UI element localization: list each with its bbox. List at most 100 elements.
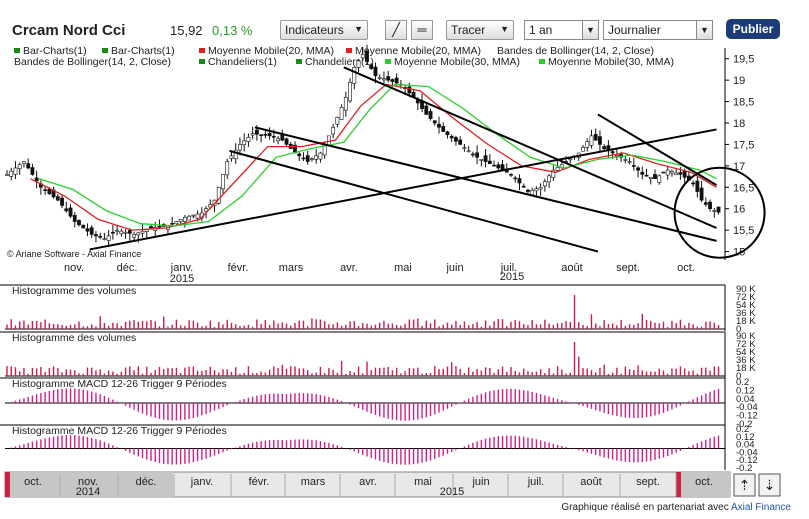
footer-credit-link[interactable]: Axial Finance (730, 502, 791, 513)
candle-body (102, 238, 107, 241)
candle-body (424, 105, 429, 115)
candle-body (623, 159, 628, 161)
candle-body (174, 221, 179, 225)
candle-body (263, 134, 268, 136)
candle-body (631, 165, 636, 167)
panel-y-tick: 90 K (736, 331, 756, 342)
x-month-label: nov. (64, 262, 84, 274)
candle-body (653, 174, 657, 180)
candle-body (691, 182, 696, 185)
nav-month-label: sept. (636, 476, 660, 488)
candle-body (538, 186, 543, 190)
x-year-label: 2015 (500, 271, 524, 283)
x-month-label: janv. (170, 262, 193, 274)
candle-body (305, 155, 310, 162)
candle-body (462, 147, 467, 149)
candle-body (271, 135, 276, 138)
navigator-handle-left (5, 472, 10, 497)
candle-body (699, 187, 704, 201)
nav-month-label: avr. (359, 476, 377, 488)
candle-body (26, 163, 31, 169)
draw-dropdown[interactable]: Tracer ▼ (446, 20, 514, 40)
draw-horizontal-icon[interactable]: ═ (411, 20, 433, 40)
y-tick-label: 18,5 (733, 97, 754, 109)
y-tick-label: 18 (733, 118, 745, 130)
y-tick-label: 19,5 (733, 54, 754, 66)
y-tick-label: 15,5 (733, 225, 754, 237)
candle-body (182, 216, 187, 222)
candle-body (640, 171, 645, 175)
copyright: © Ariane Software - Axial Finance (7, 249, 141, 259)
candle-body (555, 166, 560, 171)
candle-body (17, 164, 22, 169)
scroll-up-button[interactable] (733, 473, 756, 497)
stock-change: 0,13 % (212, 23, 253, 38)
nav-month-label: janv. (190, 476, 213, 488)
legend-item: Bar-Charts(1) (111, 45, 175, 57)
navigator-range-after (676, 472, 730, 497)
nav-month-label: juil. (527, 476, 545, 488)
candle-body (568, 158, 573, 161)
candle-body (551, 169, 556, 179)
panel-y-tick: 0.2 (736, 424, 749, 435)
candle-body (598, 136, 602, 145)
candle-body (221, 174, 225, 190)
candle-body (301, 157, 306, 160)
candle-body (437, 123, 441, 128)
toolbar: Crcam Nord Cci 15,92 0,13 % Indicateurs … (0, 18, 809, 44)
legend-item: Bandes de Bollinger(14, 2, Close) (497, 45, 654, 57)
period-value: 1 an (529, 23, 553, 37)
candle-body (242, 140, 247, 146)
ma20-line (30, 83, 717, 231)
panel-y-tick: -0.12 (736, 455, 758, 466)
candle-body (449, 135, 454, 139)
candle-body (703, 202, 708, 205)
publish-button[interactable]: Publier (726, 19, 780, 39)
candle-body (496, 164, 501, 169)
candle-body (149, 226, 153, 229)
candle-body (382, 78, 386, 81)
candle-body (648, 176, 653, 179)
stock-price: 15,92 (170, 23, 203, 38)
scroll-down-button[interactable] (758, 473, 781, 497)
candle-body (246, 136, 251, 142)
period-select[interactable]: 1 an ▼ (524, 20, 599, 40)
trendline (229, 149, 599, 253)
candle-body (233, 149, 238, 160)
candle-body (110, 231, 115, 234)
panel-y-tick: 54 K (736, 300, 756, 311)
candle-body (665, 169, 670, 176)
x-month-label: mai (394, 262, 412, 274)
candle-body (509, 173, 513, 176)
panel-y-tick: 72 K (736, 339, 756, 350)
candle-body (85, 228, 90, 232)
candle-body (267, 133, 272, 137)
indicators-dropdown[interactable]: Indicateurs ▼ (280, 20, 368, 40)
candle-body (386, 76, 391, 81)
candle-body (280, 134, 285, 141)
candle-body (216, 186, 221, 204)
candle-body (310, 158, 314, 161)
candle-body (72, 215, 77, 222)
legend-swatch (14, 48, 20, 53)
x-month-label: juil. (500, 262, 518, 274)
legend-item: Bandes de Bollinger(14, 2, Close) (14, 56, 171, 68)
candle-body (627, 161, 632, 163)
nav-month-label: oct. (24, 476, 42, 488)
candle-body (60, 197, 64, 206)
candle-body (513, 177, 518, 180)
chevron-down-icon: ▼ (696, 21, 712, 39)
panel-y-tick: 0 (736, 324, 741, 335)
candle-body (445, 131, 450, 136)
candle-body (369, 64, 374, 70)
frequency-select[interactable]: Journalier ▼ (603, 20, 713, 40)
panel-y-tick: 0.2 (736, 377, 749, 388)
candle-body (708, 201, 712, 210)
candle-body (259, 134, 264, 137)
candle-body (547, 175, 552, 183)
nav-month-label: juin (471, 476, 489, 488)
draw-line-icon[interactable]: ╱ (385, 20, 407, 40)
candle-body (43, 189, 48, 191)
nav-year-label: 2015 (440, 486, 464, 498)
navigator[interactable]: oct. nov. déc. janv. févr. mars avr. mai juin jui… (4, 471, 781, 498)
